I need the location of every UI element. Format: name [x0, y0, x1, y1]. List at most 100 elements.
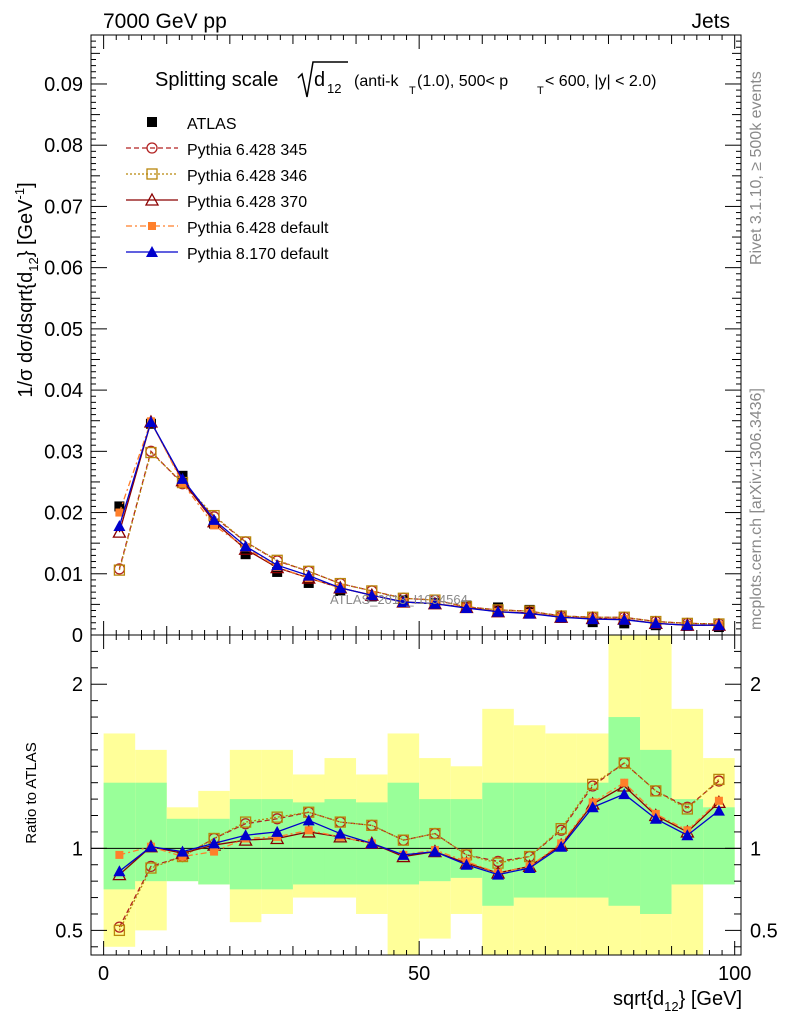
series-3-ratio-point-6 [304, 826, 313, 835]
series-4-main-point-6 [302, 569, 315, 581]
series-4-main-point-5 [271, 559, 284, 571]
main-y-tick-label-0: 0 [72, 625, 83, 647]
series-1-ratio-point-16 [618, 757, 630, 769]
inner-band-bin-9 [387, 782, 420, 885]
ratio-y-axis-label: Ratio to ATLAS [23, 742, 40, 843]
legend-series-2-marker [144, 192, 160, 206]
series-4-ratio-point-19 [712, 804, 725, 816]
ratio-y-tick-label-left-1: 1 [72, 838, 83, 860]
series-1-ratio-point-17 [650, 785, 662, 797]
legend-series-0-label: Pythia 6.428 345 [187, 142, 307, 159]
ratio-y-tick-label-right-2: 2 [750, 674, 761, 696]
inner-band-bin-10 [419, 799, 451, 882]
series-4-main-point-11 [460, 602, 473, 614]
series-4-ratio-point-8 [365, 837, 378, 849]
series-1-ratio-point-10 [429, 827, 441, 840]
plot-title: Splitting scale d 12 (anti-k T (1.0), 50… [155, 61, 657, 98]
series-4-main-point-12 [492, 605, 505, 617]
series-4-ratio-point-0 [113, 865, 126, 877]
series-4-ratio-point-6 [302, 814, 315, 826]
main-y-tick-label-6: 0.06 [44, 258, 83, 280]
series-4-main-point-8 [365, 589, 378, 601]
series-1-ratio-point-14 [555, 822, 567, 835]
series-4-ratio-point-1 [144, 840, 157, 852]
inner-band-bin-19 [703, 807, 735, 885]
main-y-tick-label-9: 0.09 [44, 74, 83, 96]
series-4-ratio-point-18 [681, 829, 694, 841]
series-4-main-point-7 [334, 581, 347, 593]
title-cuts-2: (1.0), 500< p [417, 73, 508, 90]
series-1-ratio-point-7 [334, 816, 346, 828]
series-4-ratio-point-13 [523, 862, 536, 874]
series-1-ratio-point-4 [239, 816, 252, 828]
x-label-sub: 12 [664, 999, 678, 1014]
y-label-main-close: ] [15, 182, 37, 188]
svg-text:d: d [314, 69, 325, 91]
series-4-ratio-point-12 [492, 868, 505, 880]
series-4-ratio-point-15 [586, 801, 599, 813]
series-4-ratio-point-2 [176, 845, 189, 857]
svg-text:(1.0), 500< p: (1.0), 500< p [417, 73, 508, 90]
analysis-watermark: ATLAS_2013_I1094564 [330, 592, 468, 607]
series-1-ratio-point-19 [713, 773, 725, 786]
series-4-ratio-line [118, 793, 720, 876]
series-4-ratio-point-5 [271, 825, 284, 837]
series-4-ratio-point-14 [555, 840, 568, 852]
series-4-ratio-point-10 [428, 845, 441, 857]
series-1-ratio-point-1 [145, 862, 157, 874]
rivet-label: Rivet 3.1.10, ≥ 500k events [748, 71, 765, 265]
series-3-ratio-point-19 [714, 796, 723, 805]
y-label-main-sub: 12 [26, 257, 41, 271]
series-1-ratio-point-9 [397, 834, 410, 846]
legend-series-1-marker [146, 168, 158, 180]
series-1-ratio-point-5 [271, 811, 283, 823]
series-4-ratio-point-11 [460, 858, 473, 870]
ratio-frame [90, 634, 742, 956]
series-4-main-point-4 [239, 540, 252, 552]
inner-band-bin-4 [229, 799, 262, 890]
axes: 0 50 100 0 0.01 0.02 0.03 0.04 0.05 0.06 0.07 0.08 0… [44, 34, 778, 985]
main-y-tick-label-5: 0.05 [44, 319, 83, 341]
legend-series-3-label: Pythia 6.428 default [187, 220, 329, 237]
series-4-main-point-1 [144, 415, 157, 427]
x-tick-label-1: 50 [408, 963, 430, 985]
series-4-main-point-0 [113, 520, 126, 532]
x-label-end: } [GeV] [679, 988, 742, 1010]
y-label-main-end: } [GeV [15, 199, 37, 257]
series-1-main-point-1 [145, 446, 157, 459]
energy-label: 7000 GeV pp [103, 10, 227, 33]
svg-text:T: T [537, 85, 544, 97]
series-3-ratio-point-16 [620, 778, 629, 787]
x-tick-label-0: 0 [98, 963, 109, 985]
inner-band-bin-16 [608, 717, 641, 906]
x-axis-label: sqrt{d12} [GeV] [613, 988, 742, 1014]
legend-series-4-marker [146, 246, 158, 257]
series-4-main-point-3 [208, 513, 221, 525]
series-1-ratio-point-0 [113, 924, 126, 937]
series-4-ratio-point-7 [334, 827, 347, 839]
series-3-main-point-3 [210, 521, 219, 530]
inner-band-bin-12 [482, 782, 514, 906]
title-cuts-3: < 600, |y| < 2.0) [545, 73, 657, 90]
title-sub: 12 [327, 81, 341, 96]
series-3-ratio-line [119, 781, 720, 874]
series-4-main-point-17 [649, 617, 662, 629]
legend-atlas-label: ATLAS [187, 116, 237, 133]
inner-band-bin-17 [640, 749, 672, 914]
category-label: Jets [691, 10, 730, 33]
svg-text:Splitting scale: Splitting scale [155, 69, 278, 91]
svg-text:< 600, |y| < 2.0): < 600, |y| < 2.0) [545, 73, 657, 90]
series-4-main-point-18 [681, 619, 694, 631]
inner-band-bin-13 [513, 782, 546, 898]
atlas-point-0 [114, 501, 125, 512]
legend-series-2-label: Pythia 6.428 370 [187, 194, 307, 211]
svg-text:T: T [409, 85, 416, 97]
main-y-axis-label: 1/σ dσ/dsqrt{d12} [GeV-1] [12, 182, 41, 397]
main-y-tick-label-8: 0.08 [44, 135, 83, 157]
series-4-main-point-15 [586, 613, 599, 625]
atlas-point-5 [272, 566, 283, 577]
series-4-ratio-point-9 [397, 848, 410, 860]
series-0-ratio-line [118, 762, 720, 928]
series-3-ratio-point-0 [115, 850, 124, 859]
